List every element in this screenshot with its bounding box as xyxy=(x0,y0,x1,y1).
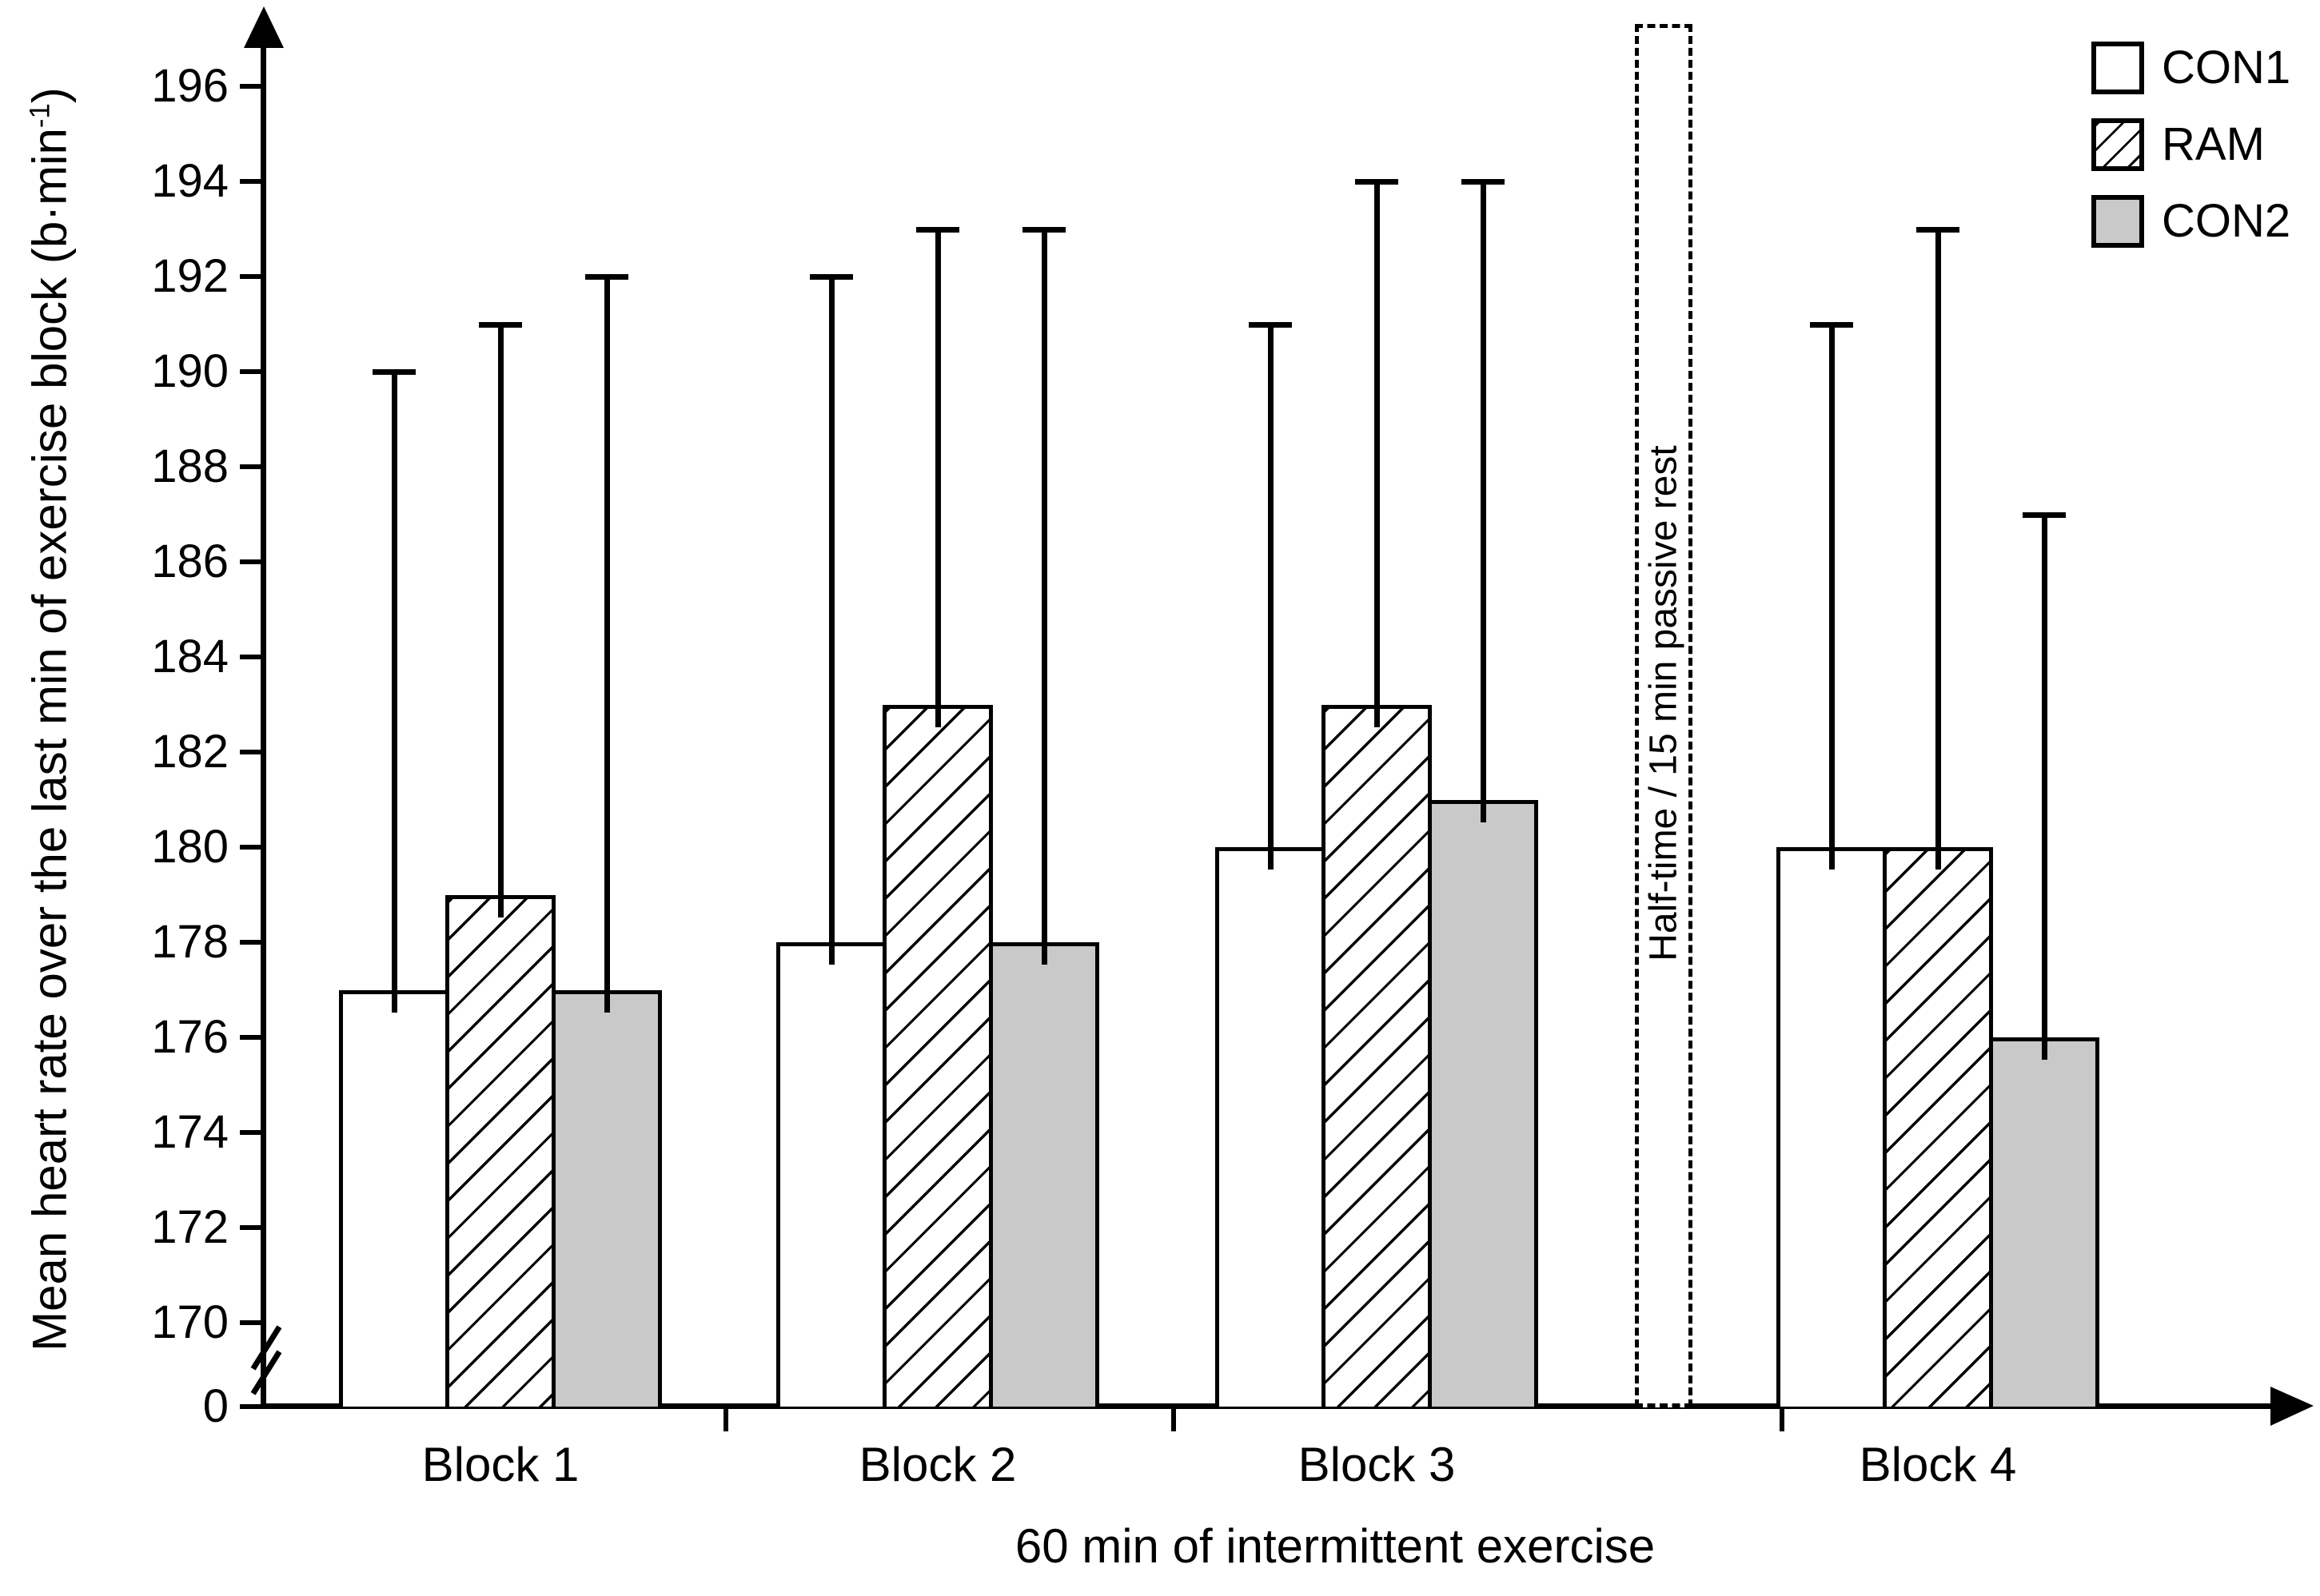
bar-ram-block1 xyxy=(445,894,556,1407)
error-cap-ram-block2 xyxy=(916,226,959,233)
legend-label-con2: CON2 xyxy=(2162,195,2291,247)
error-cap-ram-block1 xyxy=(479,321,522,328)
bar-con2-block4 xyxy=(1989,1037,2099,1407)
y-tick-label: 192 xyxy=(151,250,229,302)
y-axis-title: Mean heart rate over the last min of exe… xyxy=(22,87,78,1351)
x-group-separator-tick xyxy=(1171,1407,1176,1431)
error-bar-ram-block1 xyxy=(497,324,504,917)
axis-break-icon xyxy=(250,1325,282,1371)
y-tick-label: 190 xyxy=(151,345,229,397)
error-cap-con1-block1 xyxy=(373,369,416,375)
y-tick-label: 172 xyxy=(151,1201,229,1253)
error-bar-ram-block2 xyxy=(935,229,941,727)
y-tick xyxy=(240,559,264,564)
bar-con2-block1 xyxy=(552,989,662,1407)
error-cap-ram-block4 xyxy=(1916,226,1959,233)
error-cap-con2-block4 xyxy=(2023,511,2066,518)
y-tick xyxy=(240,1225,264,1230)
y-tick-label: 194 xyxy=(151,155,229,207)
x-category-label: Block 4 xyxy=(1859,1438,2017,1491)
y-tick xyxy=(240,750,264,754)
error-bar-con1-block1 xyxy=(391,372,397,1013)
legend-swatch-con2 xyxy=(2091,195,2144,248)
y-tick-label: 186 xyxy=(151,535,229,587)
error-bar-ram-block3 xyxy=(1373,181,1380,727)
y-tick-label: 176 xyxy=(151,1011,229,1063)
error-bar-con2-block1 xyxy=(604,277,610,1013)
y-tick-label: 178 xyxy=(151,916,229,968)
legend-label-con1: CON1 xyxy=(2162,42,2291,94)
error-cap-con2-block1 xyxy=(585,274,628,280)
error-cap-con1-block2 xyxy=(810,274,853,280)
legend-label-ram: RAM xyxy=(2162,118,2265,170)
y-tick xyxy=(240,84,264,89)
y-tick xyxy=(240,369,264,374)
halftime-rest-bar xyxy=(1635,24,1692,1407)
bar-con1-block3 xyxy=(1215,847,1325,1407)
bar-con2-block3 xyxy=(1428,799,1538,1407)
x-category-label: Block 3 xyxy=(1298,1438,1456,1491)
y-axis-title-superscript: -1 xyxy=(24,103,56,129)
error-cap-con1-block4 xyxy=(1810,321,1853,328)
x-axis-arrow-icon xyxy=(2270,1387,2314,1426)
y-tick xyxy=(240,1035,264,1040)
bar-ram-block3 xyxy=(1321,704,1432,1407)
y-tick-label: 188 xyxy=(151,440,229,492)
error-bar-con1-block3 xyxy=(1267,324,1274,870)
y-tick xyxy=(240,1130,264,1135)
y-tick-label: 196 xyxy=(151,60,229,112)
bar-con1-block4 xyxy=(1776,847,1887,1407)
y-axis-arrow-icon xyxy=(244,6,284,48)
bar-con1-block2 xyxy=(776,942,887,1407)
bar-ram-block2 xyxy=(883,704,993,1407)
y-tick-zero xyxy=(240,1404,264,1409)
y-tick xyxy=(240,1320,264,1325)
x-group-separator-tick xyxy=(724,1407,728,1431)
error-bar-con1-block2 xyxy=(828,277,835,965)
bar-con2-block2 xyxy=(989,942,1099,1407)
error-cap-con2-block2 xyxy=(1022,226,1066,233)
y-tick-label: 174 xyxy=(151,1106,229,1158)
y-tick xyxy=(240,845,264,850)
y-tick xyxy=(240,179,264,184)
error-cap-ram-block3 xyxy=(1355,179,1398,185)
y-axis-line xyxy=(261,32,266,1407)
error-cap-con2-block3 xyxy=(1461,179,1505,185)
y-tick-label: 182 xyxy=(151,726,229,778)
y-tick xyxy=(240,274,264,279)
legend-swatch-con1 xyxy=(2091,42,2144,94)
halftime-label: Half-time / 15 min passive rest xyxy=(1642,445,1685,961)
error-bar-con2-block3 xyxy=(1480,181,1486,822)
x-category-label: Block 1 xyxy=(421,1438,580,1491)
y-tick-label: 184 xyxy=(151,631,229,683)
y-tick-label: 170 xyxy=(151,1296,229,1348)
error-bar-con2-block2 xyxy=(1041,229,1047,965)
legend-swatch-ram xyxy=(2091,118,2144,171)
x-category-label: Block 2 xyxy=(859,1438,1017,1491)
bar-con1-block1 xyxy=(339,989,449,1407)
y-tick xyxy=(240,940,264,945)
y-axis-title-close: ) xyxy=(22,87,77,104)
y-tick-label-zero: 0 xyxy=(202,1380,229,1432)
bar-ram-block4 xyxy=(1883,847,1993,1407)
x-axis-title: 60 min of intermittent exercise xyxy=(1015,1519,1656,1573)
error-cap-con1-block3 xyxy=(1249,321,1292,328)
y-tick xyxy=(240,464,264,469)
x-group-separator-tick xyxy=(1780,1407,1784,1431)
error-bar-ram-block4 xyxy=(1935,229,1941,870)
error-bar-con2-block4 xyxy=(2041,514,2047,1060)
y-tick xyxy=(240,655,264,659)
y-axis-title-main: Mean heart rate over the last min of exe… xyxy=(22,128,77,1351)
error-bar-con1-block4 xyxy=(1828,324,1835,870)
y-tick-label: 180 xyxy=(151,821,229,873)
axis-break-icon xyxy=(250,1350,282,1395)
